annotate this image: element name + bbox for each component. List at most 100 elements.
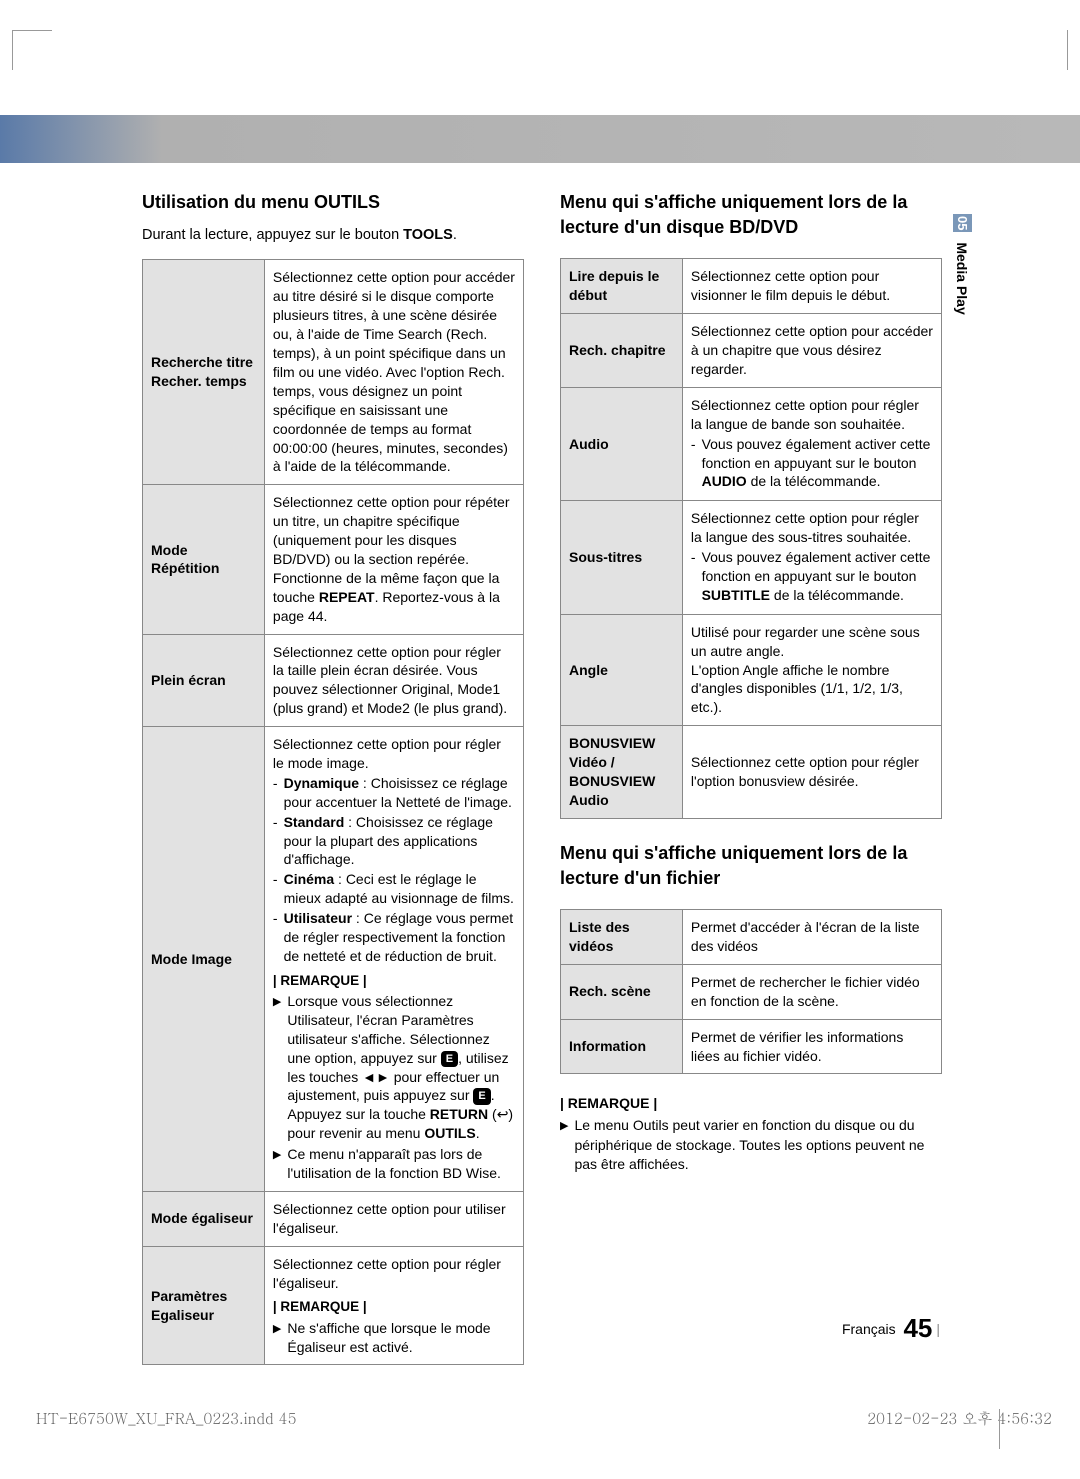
text: Sélectionnez cette option pour régler la… (691, 396, 933, 434)
page-number: 45 (903, 1313, 932, 1343)
option-key: Rech. scène (561, 964, 683, 1019)
note-text: Ce menu n'apparaît pas lors de l'utilisa… (287, 1145, 515, 1183)
option-value: Sélectionnez cette option pour régler la… (682, 501, 941, 614)
table-row: Information Permet de vérifier les infor… (561, 1019, 942, 1074)
option-value: Sélectionnez cette option pour régler le… (264, 727, 523, 1192)
key-label: OUTILS (424, 1125, 475, 1141)
footer-bar: | (936, 1321, 940, 1337)
chapter-label: Media Play (954, 242, 970, 314)
note-text: Le menu Outils peut varier en fonction d… (574, 1116, 942, 1175)
option-key: Recherche titre Recher. temps (143, 260, 265, 485)
crop-mark (12, 30, 52, 70)
key-label: SUBTITLE (702, 587, 770, 603)
option-value: Sélectionnez cette option pour répéter u… (264, 485, 523, 634)
option-key: Angle (561, 614, 683, 725)
table-row: Liste des vidéos Permet d'accéder à l'éc… (561, 910, 942, 965)
table-row: Mode Image Sélectionnez cette option pou… (143, 727, 524, 1192)
table-row: Recherche titre Recher. temps Sélectionn… (143, 260, 524, 485)
list-item: -Cinéma : Ceci est le réglage le mieux a… (273, 870, 515, 908)
table-row: Rech. scène Permet de rechercher le fich… (561, 964, 942, 1019)
page-footer: Français 45| (842, 1313, 940, 1344)
right-column: Menu qui s'affiche uniquement lors de la… (560, 190, 942, 1365)
remark-label: | REMARQUE | (273, 972, 515, 990)
triangle-icon: ▶ (273, 1319, 281, 1357)
table-row: Plein écran Sélectionnez cette option po… (143, 634, 524, 727)
text: Sélectionnez cette option pour régler la… (691, 509, 933, 547)
crop-mark (1067, 30, 1068, 70)
option-value: Sélectionnez cette option pour régler l'… (682, 726, 941, 819)
options-table-file: Liste des vidéos Permet d'accéder à l'éc… (560, 909, 942, 1074)
table-row: Sous-titres Sélectionnez cette option po… (561, 501, 942, 614)
remark-label: | REMARQUE | (560, 1094, 942, 1114)
triangle-icon: ▶ (273, 1145, 281, 1183)
option-key: Information (561, 1019, 683, 1074)
table-row: Mode Répétition Sélectionnez cette optio… (143, 485, 524, 634)
text: Sélectionnez cette option pour régler le… (273, 735, 515, 773)
option-value: Sélectionnez cette option pour accéder à… (682, 314, 941, 388)
section-title: Menu qui s'affiche uniquement lors de la… (560, 841, 942, 891)
option-key: Sous-titres (561, 501, 683, 614)
note-text: Ne s'affiche que lorsque le mode Égalise… (287, 1319, 515, 1357)
page-header (0, 0, 1080, 150)
option-key: Mode Répétition (143, 485, 265, 634)
option-key: Audio (561, 387, 683, 500)
triangle-icon: ▶ (273, 992, 281, 1143)
table-row: Rech. chapitre Sélectionnez cette option… (561, 314, 942, 388)
indd-filename: HT-E6750W_XU_FRA_0223.indd 45 (36, 1408, 297, 1429)
sub-list: -Vous pouvez également activer cette fon… (691, 435, 933, 492)
option-key: Plein écran (143, 634, 265, 727)
option-value: Sélectionnez cette option pour régler la… (264, 634, 523, 727)
key-label: REPEAT (319, 589, 375, 605)
triangle-icon: ▶ (560, 1116, 568, 1175)
mode-name: Dynamique (284, 775, 359, 791)
option-value: Sélectionnez cette option pour utiliser … (264, 1191, 523, 1246)
chapter-number: 05 (953, 214, 972, 232)
option-key: Mode égaliseur (143, 1191, 265, 1246)
mode-name: Standard (284, 814, 345, 830)
section-title: Menu qui s'affiche uniquement lors de la… (560, 190, 942, 240)
option-value: Sélectionnez cette option pour régler l'… (264, 1246, 523, 1365)
table-row: Mode égaliseur Sélectionnez cette option… (143, 1191, 524, 1246)
remark-label: | REMARQUE | (273, 1298, 515, 1316)
options-table-bd-dvd: Lire depuis le début Sélectionnez cette … (560, 258, 942, 818)
text: Vous pouvez également activer cette fonc… (702, 436, 931, 471)
table-row: Audio Sélectionnez cette option pour rég… (561, 387, 942, 500)
table-row: Paramètres Egaliseur Sélectionnez cette … (143, 1246, 524, 1365)
option-value: Utilisé pour regarder une scène sous un … (682, 614, 941, 725)
text: Durant la lecture, appuyez sur le bouton (142, 227, 403, 243)
key-label: AUDIO (702, 473, 747, 489)
text: . (453, 227, 457, 243)
mode-name: Utilisateur (284, 910, 352, 926)
key-label: RETURN (430, 1106, 488, 1122)
table-row: Angle Utilisé pour regarder une scène so… (561, 614, 942, 725)
option-key: Lire depuis le début (561, 259, 683, 314)
note-item: ▶ Ne s'affiche que lorsque le mode Égali… (273, 1319, 515, 1357)
header-band (0, 115, 1080, 163)
option-value: Sélectionnez cette option pour régler la… (682, 387, 941, 500)
text: . (476, 1125, 480, 1141)
option-value: Sélectionnez cette option pour visionner… (682, 259, 941, 314)
options-table-left: Recherche titre Recher. temps Sélectionn… (142, 259, 524, 1365)
option-value: Permet de vérifier les informations liée… (682, 1019, 941, 1074)
enter-icon: E (441, 1051, 458, 1068)
table-row: BONUSVIEW Vidéo / BONUSVIEW Audio Sélect… (561, 726, 942, 819)
option-key: Paramètres Egaliseur (143, 1246, 265, 1365)
option-value: Permet d'accéder à l'écran de la liste d… (682, 910, 941, 965)
note-text: Lorsque vous sélectionnez Utilisateur, l… (287, 992, 515, 1143)
list-item: -Vous pouvez également activer cette fon… (691, 435, 933, 492)
option-key: Mode Image (143, 727, 265, 1192)
remark-block: | REMARQUE | ▶ Le menu Outils peut varie… (560, 1094, 942, 1174)
crop-mark (999, 1409, 1000, 1449)
build-timestamp: 2012-02-23 오후 4:56:32 (867, 1408, 1052, 1429)
list-item: -Utilisateur : Ce réglage vous permet de… (273, 909, 515, 966)
side-tab: 05 Media Play (953, 214, 972, 315)
page-content: Utilisation du menu OUTILS Durant la lec… (142, 190, 942, 1365)
key-label: TOOLS (403, 227, 453, 243)
list-item: -Dynamique : Choisissez ce réglage pour … (273, 774, 515, 812)
sub-list: -Vous pouvez également activer cette fon… (691, 548, 933, 605)
text: Sélectionnez cette option pour régler l'… (273, 1255, 515, 1293)
mode-list: -Dynamique : Choisissez ce réglage pour … (273, 774, 515, 966)
enter-icon: E (473, 1088, 490, 1105)
left-column: Utilisation du menu OUTILS Durant la lec… (142, 190, 524, 1365)
table-row: Lire depuis le début Sélectionnez cette … (561, 259, 942, 314)
